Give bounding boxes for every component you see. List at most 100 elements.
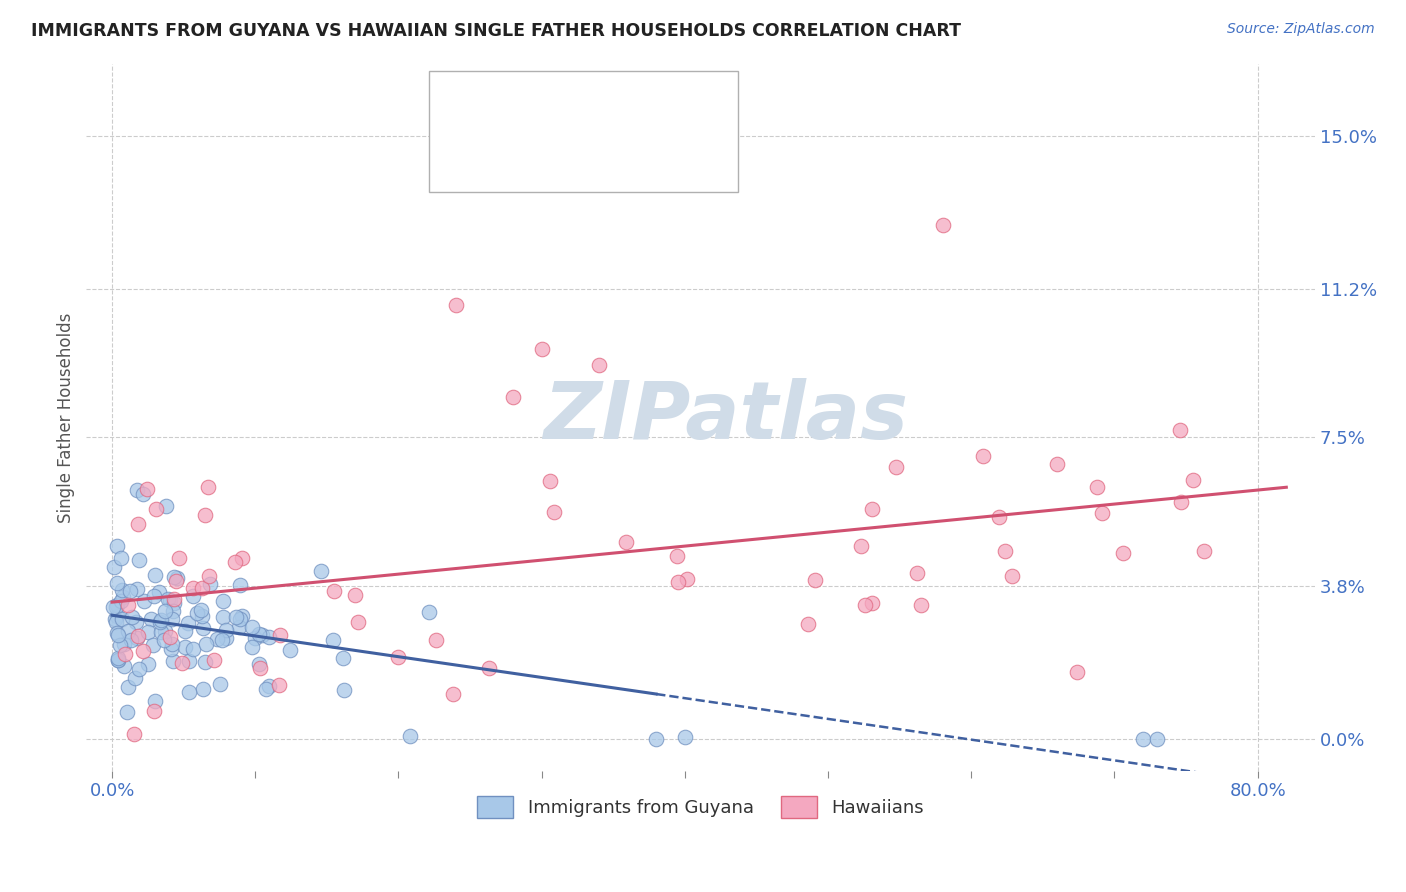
Point (160, 642, 183, 657)
Point (163, 570, 186, 584)
Point (247, 657, 270, 672)
Point (988, 510, 1011, 524)
Point (139, 611, 162, 625)
Point (150, 613, 173, 627)
Point (117, 705, 139, 719)
Point (173, 640, 195, 654)
Point (229, 612, 252, 626)
Point (225, 610, 247, 624)
Point (153, 624, 176, 638)
Point (159, 593, 181, 607)
Point (143, 705, 166, 719)
Point (166, 571, 188, 585)
Point (127, 582, 149, 596)
Point (243, 631, 266, 645)
Point (153, 604, 176, 618)
Point (197, 480, 219, 494)
Point (169, 550, 191, 565)
Point (191, 681, 214, 696)
Point (105, 539, 128, 553)
Point (198, 576, 221, 591)
Point (105, 608, 128, 623)
Point (645, 731, 668, 746)
Text: N =: N = (612, 146, 651, 164)
Point (143, 568, 166, 582)
Point (855, 599, 877, 613)
Point (1001, 569, 1024, 583)
Point (125, 631, 148, 645)
Point (530, 342, 553, 356)
Point (111, 611, 134, 625)
Point (132, 594, 155, 608)
Point (107, 650, 129, 665)
Point (543, 505, 565, 519)
Point (347, 615, 370, 629)
Point (143, 694, 166, 708)
Point (309, 564, 332, 578)
Point (267, 678, 290, 692)
Point (114, 648, 136, 662)
Point (181, 581, 204, 595)
Point (191, 621, 214, 635)
Point (254, 681, 277, 696)
Point (195, 637, 218, 651)
Text: 109: 109 (647, 100, 681, 118)
Point (105, 626, 128, 640)
Point (111, 582, 134, 597)
Point (117, 624, 139, 639)
Text: R =: R = (499, 146, 538, 164)
Point (181, 641, 204, 656)
Point (257, 631, 280, 645)
Point (1146, 731, 1168, 746)
Point (907, 566, 929, 580)
Point (228, 578, 250, 592)
Point (124, 671, 146, 685)
Point (181, 589, 204, 603)
Point (191, 608, 214, 623)
Point (478, 661, 501, 675)
Point (132, 644, 155, 658)
Text: Source: ZipAtlas.com: Source: ZipAtlas.com (1227, 22, 1375, 37)
Point (162, 604, 184, 618)
Point (153, 632, 176, 647)
Point (107, 653, 129, 667)
Point (110, 594, 132, 608)
Point (136, 625, 159, 640)
Point (177, 654, 200, 668)
Point (278, 642, 301, 657)
Point (110, 550, 132, 565)
Point (202, 653, 225, 667)
Point (198, 569, 221, 583)
Point (1181, 473, 1204, 487)
Point (127, 629, 149, 643)
Text: 65: 65 (647, 146, 669, 164)
Point (1066, 665, 1088, 680)
Point (132, 487, 155, 501)
Point (588, 358, 610, 372)
Point (148, 585, 170, 599)
Point (1132, 731, 1154, 746)
Point (145, 502, 167, 516)
Point (215, 624, 238, 638)
Text: ZIPatlas: ZIPatlas (543, 378, 908, 457)
Point (194, 655, 217, 669)
Point (212, 593, 235, 607)
Point (231, 550, 253, 565)
Point (666, 549, 689, 563)
Point (931, 218, 953, 232)
Point (127, 516, 149, 531)
Point (208, 676, 231, 690)
Point (128, 662, 150, 676)
Point (425, 632, 447, 647)
Point (121, 609, 143, 624)
Point (1192, 544, 1215, 558)
Point (884, 459, 907, 474)
Point (117, 598, 139, 612)
Point (105, 600, 128, 615)
Point (108, 638, 131, 652)
Point (107, 628, 129, 642)
Point (136, 482, 159, 496)
Point (1091, 506, 1114, 520)
Point (143, 589, 166, 603)
Point (614, 535, 637, 549)
